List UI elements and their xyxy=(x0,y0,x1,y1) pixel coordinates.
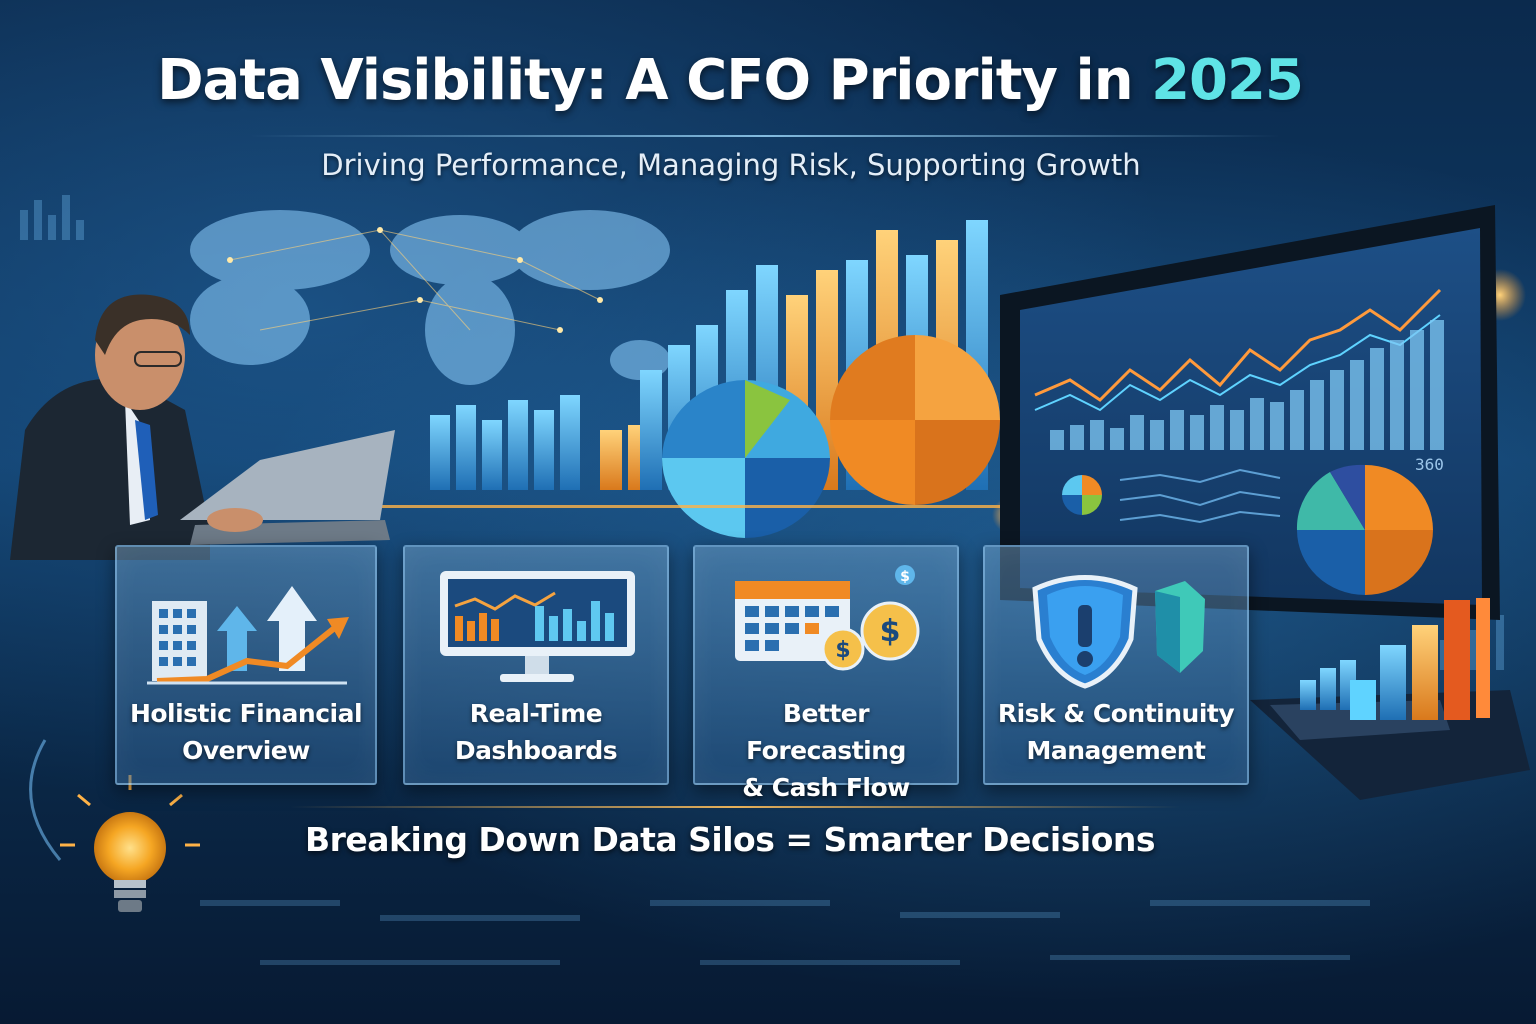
world-map xyxy=(190,210,670,385)
card-label-line1: Risk & Continuity xyxy=(997,699,1235,728)
laptop-base-bars xyxy=(1250,598,1530,800)
card-label-line1: Better Forecasting xyxy=(746,699,906,765)
orange-pie-chart xyxy=(830,335,1000,505)
card-label: Holistic Financial Overview xyxy=(125,695,367,769)
page-title: Data Visibility: A CFO Priority in 2025 xyxy=(0,48,1460,113)
svg-text:$: $ xyxy=(880,614,901,649)
card-label: Real-Time Dashboards xyxy=(413,695,659,769)
card-label-line1: Real-Time xyxy=(469,699,603,728)
businessman-figure xyxy=(10,294,395,560)
lightbulb-icon xyxy=(60,775,200,912)
title-divider xyxy=(250,135,1280,137)
monitor-dashboard-icon xyxy=(440,571,635,682)
subtitle: Driving Performance, Managing Risk, Supp… xyxy=(321,148,1141,182)
svg-text:$: $ xyxy=(900,569,910,585)
shield-alert-icon xyxy=(1032,575,1205,689)
card-label: Better Forecasting & Cash Flow xyxy=(703,695,949,806)
title-main: Data Visibility: A CFO Priority in xyxy=(157,48,1134,113)
card-label: Risk & Continuity Management xyxy=(993,695,1239,769)
card-risk-continuity-management: Risk & Continuity Management xyxy=(983,545,1249,785)
card-label-line1: Holistic Financial xyxy=(129,699,363,728)
tagline: Breaking Down Data Silos = Smarter Decis… xyxy=(304,820,1156,859)
blue-pie-chart xyxy=(662,380,830,538)
card-real-time-dashboards: Real-Time Dashboards xyxy=(403,545,669,785)
card-label-line2: Management xyxy=(1026,736,1206,765)
dashboard-monitor xyxy=(1000,205,1500,620)
card-label-line2: Overview xyxy=(182,736,310,765)
card-better-forecasting-cash-flow: $ $ $ Better Forecasting & Cash Flow xyxy=(693,545,959,802)
buildings-growth-arrow-icon xyxy=(147,586,349,685)
monitor-readout: 360 xyxy=(1415,455,1444,474)
svg-text:$: $ xyxy=(835,638,850,663)
card-label-line2: Dashboards xyxy=(454,736,618,765)
tagline-divider xyxy=(290,806,1180,808)
card-label-line2: & Cash Flow xyxy=(742,773,910,802)
title-year: 2025 xyxy=(1151,48,1304,113)
calendar-coins-icon: $ $ $ xyxy=(735,565,920,671)
card-holistic-financial-overview: Holistic Financial Overview xyxy=(115,545,377,785)
network-nodes xyxy=(227,227,603,333)
